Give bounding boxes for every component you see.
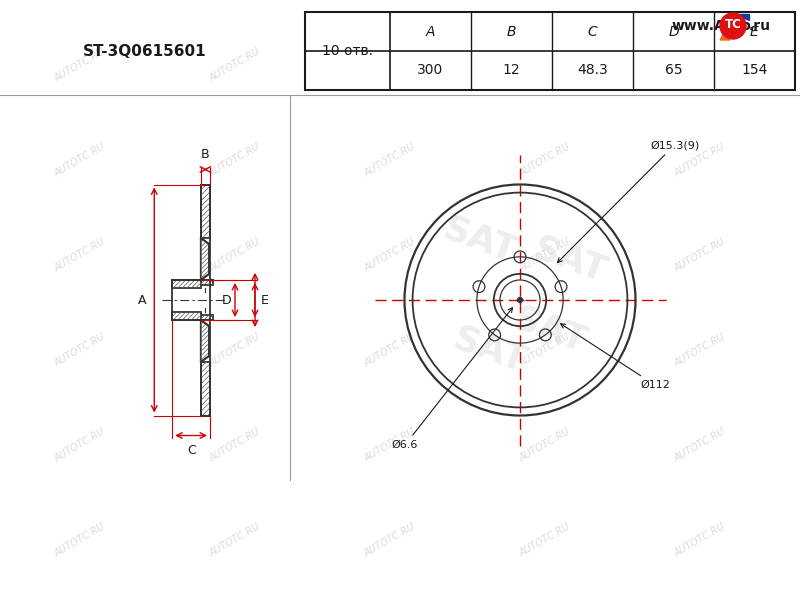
- Text: 300: 300: [418, 64, 444, 77]
- Polygon shape: [172, 312, 201, 320]
- Text: AUTOTC.RU: AUTOTC.RU: [362, 46, 418, 83]
- Text: C: C: [588, 25, 598, 38]
- Text: AUTOTC.RU: AUTOTC.RU: [362, 331, 418, 368]
- Text: SAT: SAT: [438, 211, 522, 269]
- Text: www.Auto: www.Auto: [672, 19, 752, 33]
- Text: AUTOTC.RU: AUTOTC.RU: [673, 331, 727, 368]
- Text: ST-3Q0615601: ST-3Q0615601: [83, 43, 207, 58]
- Text: AUTOTC.RU: AUTOTC.RU: [518, 331, 572, 368]
- Text: 48.3: 48.3: [577, 64, 608, 77]
- Polygon shape: [735, 14, 749, 20]
- Bar: [305, 12, 795, 90]
- Polygon shape: [201, 362, 210, 415]
- Text: AUTOTC.RU: AUTOTC.RU: [53, 331, 107, 368]
- Text: AUTOTC.RU: AUTOTC.RU: [53, 142, 107, 179]
- Text: 12: 12: [502, 64, 520, 77]
- Text: Ø15.3(9): Ø15.3(9): [558, 140, 699, 263]
- Text: TC: TC: [725, 19, 742, 31]
- Circle shape: [720, 13, 746, 39]
- Text: AUTOTC.RU: AUTOTC.RU: [208, 236, 262, 274]
- Text: 10 отв.: 10 отв.: [322, 44, 373, 58]
- Text: AUTOTC.RU: AUTOTC.RU: [362, 142, 418, 179]
- Polygon shape: [720, 31, 730, 40]
- Polygon shape: [201, 320, 209, 362]
- Text: AUTOTC.RU: AUTOTC.RU: [518, 46, 572, 83]
- Text: B: B: [201, 148, 210, 160]
- Text: SAT: SAT: [449, 321, 531, 379]
- Text: AUTOTC.RU: AUTOTC.RU: [208, 142, 262, 179]
- Text: AUTOTC.RU: AUTOTC.RU: [208, 46, 262, 83]
- Text: E: E: [750, 25, 759, 38]
- Text: 65: 65: [665, 64, 682, 77]
- Text: AUTOTC.RU: AUTOTC.RU: [673, 236, 727, 274]
- Text: AUTOTC.RU: AUTOTC.RU: [53, 46, 107, 83]
- Text: AUTOTC.RU: AUTOTC.RU: [518, 236, 572, 274]
- Polygon shape: [172, 280, 201, 288]
- Circle shape: [518, 298, 522, 301]
- Text: .ru: .ru: [749, 19, 771, 33]
- Text: Ø6.6: Ø6.6: [392, 308, 513, 450]
- Text: AUTOTC.RU: AUTOTC.RU: [53, 427, 107, 464]
- Polygon shape: [201, 238, 209, 280]
- Text: AUTOTC.RU: AUTOTC.RU: [53, 236, 107, 274]
- Text: AUTOTC.RU: AUTOTC.RU: [518, 521, 572, 559]
- Text: D: D: [222, 293, 231, 307]
- Text: AUTOTC.RU: AUTOTC.RU: [53, 521, 107, 559]
- Text: B: B: [506, 25, 516, 38]
- Polygon shape: [201, 315, 213, 320]
- Text: AUTOTC.RU: AUTOTC.RU: [362, 521, 418, 559]
- Text: AUTOTC.RU: AUTOTC.RU: [362, 236, 418, 274]
- Text: Ø112: Ø112: [561, 324, 670, 390]
- Text: AUTOTC.RU: AUTOTC.RU: [673, 46, 727, 83]
- Text: SAT: SAT: [509, 301, 591, 359]
- Text: C: C: [186, 445, 195, 457]
- Text: AUTOTC.RU: AUTOTC.RU: [208, 521, 262, 559]
- Text: AUTOTC.RU: AUTOTC.RU: [208, 427, 262, 464]
- Text: SAT: SAT: [529, 231, 611, 289]
- Text: AUTOTC.RU: AUTOTC.RU: [518, 142, 572, 179]
- Polygon shape: [201, 280, 213, 285]
- Text: AUTOTC.RU: AUTOTC.RU: [673, 427, 727, 464]
- Text: E: E: [261, 293, 269, 307]
- Text: AUTOTC.RU: AUTOTC.RU: [673, 521, 727, 559]
- Text: 154: 154: [742, 64, 768, 77]
- Text: AUTOTC.RU: AUTOTC.RU: [208, 331, 262, 368]
- Text: A: A: [138, 293, 146, 307]
- Polygon shape: [201, 185, 210, 238]
- Text: AUTOTC.RU: AUTOTC.RU: [673, 142, 727, 179]
- Text: D: D: [668, 25, 679, 38]
- Text: AUTOTC.RU: AUTOTC.RU: [518, 427, 572, 464]
- Text: AUTOTC.RU: AUTOTC.RU: [362, 427, 418, 464]
- Text: A: A: [426, 25, 435, 38]
